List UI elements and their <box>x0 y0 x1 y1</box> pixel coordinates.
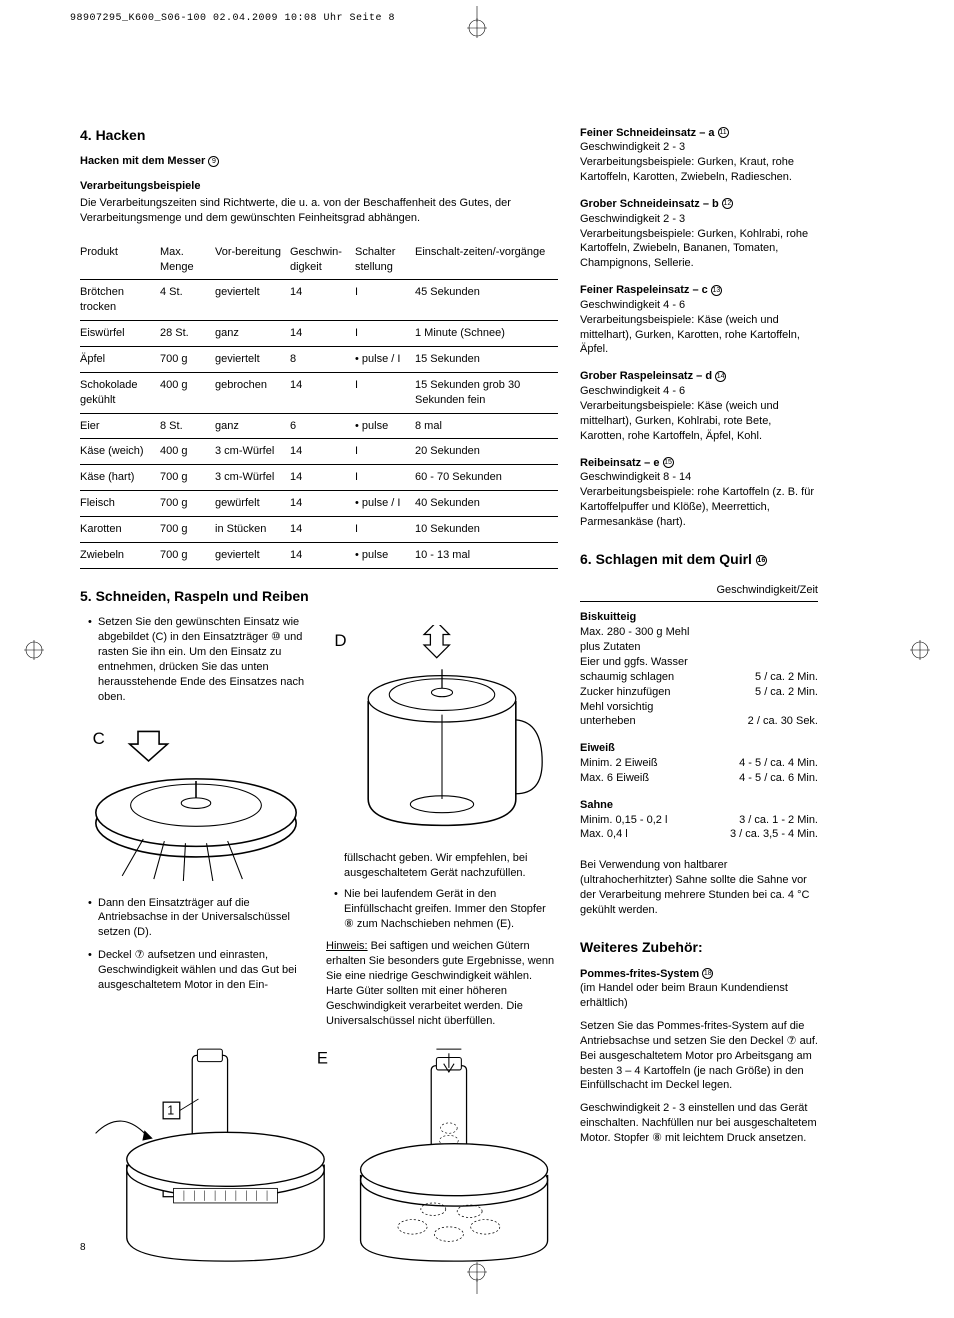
s5-b2: Dann den Einsatzträger auf die Antriebsa… <box>88 896 312 941</box>
illustration-d: D <box>326 625 558 836</box>
crop-mark-bottom <box>457 1254 497 1294</box>
sahne-block: Sahne Minim. 0,15 - 0,2 l3 / ca. 1 - 2 M… <box>580 798 818 843</box>
attachment-block: Feiner Raspeleinsatz – c 13Geschwindigke… <box>580 283 818 357</box>
svg-text:1: 1 <box>167 1103 174 1117</box>
spec-row: Minim. 2 Eiweiß4 - 5 / ca. 4 Min. <box>580 756 818 771</box>
s4-sub1: Hacken mit dem Messer <box>80 155 205 167</box>
spec-row: Minim. 0,15 - 0,2 l3 / ca. 1 - 2 Min. <box>580 813 818 828</box>
ref-icon: 15 <box>663 457 674 468</box>
svg-text:D: D <box>334 632 346 651</box>
ref-icon: 13 <box>711 285 722 296</box>
th-0: Produkt <box>80 240 160 280</box>
ref-pf-icon: 18 <box>702 968 713 979</box>
th-2: Vor-bereitung <box>215 240 290 280</box>
attachment-block: Feiner Schneideinsatz – a 11Geschwindigk… <box>580 126 818 185</box>
s5-b1: Setzen Sie den gewünschten Einsatz wie a… <box>88 615 312 704</box>
crop-mark-top <box>457 6 497 46</box>
spec-row: Zucker hinzufügen5 / ca. 2 Min. <box>580 685 818 700</box>
pf-title: Pommes-frites-System 18(im Handel oder b… <box>580 967 818 1012</box>
th-5: Einschalt-zeiten/-vorgänge <box>415 240 558 280</box>
spec-row: Max. 6 Eiweiß4 - 5 / ca. 6 Min. <box>580 771 818 786</box>
table-row: Eiswürfel28 St.ganz14I1 Minute (Schnee) <box>80 321 558 347</box>
illustration-e: E 1 2 <box>80 1045 558 1263</box>
section6-title: 6. Schlagen mit dem Quirl 16 <box>580 550 818 569</box>
s5-hinweis: Hinweis: Bei saftigen und weichen Gütern… <box>326 939 558 1028</box>
table-row: Zwiebeln700 ggeviertelt14• pulse10 - 13 … <box>80 542 558 568</box>
ref-knife-icon: 9 <box>208 156 219 167</box>
th-3: Geschwin-digkeit <box>290 240 355 280</box>
attachment-block: Grober Raspeleinsatz – d 14Geschwindigke… <box>580 369 818 443</box>
pf-p2: Geschwindigkeit 2 - 3 einstellen und das… <box>580 1101 818 1146</box>
s6-note: Bei Verwendung von haltbarer (ultrahoche… <box>580 858 818 917</box>
s6-header-right: Geschwindigkeit/Zeit <box>580 579 818 603</box>
table-row: Äpfel700 ggeviertelt8• pulse / I15 Sekun… <box>80 346 558 372</box>
page-number: 8 <box>80 1241 86 1255</box>
pf-p1: Setzen Sie das Pommes-frites-System auf … <box>580 1019 818 1093</box>
spec-row: schaumig schlagen5 / ca. 2 Min. <box>580 670 818 685</box>
th-1: Max. Menge <box>160 240 215 280</box>
svg-text:E: E <box>317 1048 328 1067</box>
ref-icon: 11 <box>718 127 729 138</box>
ref-whisk-icon: 16 <box>756 555 767 566</box>
s5-b4: Nie bei laufendem Gerät in den Einfüllsc… <box>334 887 558 932</box>
attachment-block: Reibeinsatz – e 15Geschwindigkeit 8 - 14… <box>580 456 818 530</box>
spec-row: unterheben2 / ca. 30 Sek. <box>580 714 818 729</box>
ref-icon: 12 <box>722 198 733 209</box>
attachment-block: Grober Schneideinsatz – b 12Geschwindigk… <box>580 197 818 271</box>
th-4: Schalter stellung <box>355 240 415 280</box>
crop-mark-left <box>10 630 50 670</box>
illustration-c: C <box>80 723 312 881</box>
table-row: Schokolade gekühlt400 ggebrochen14I15 Se… <box>80 372 558 413</box>
crop-mark-right <box>904 630 944 670</box>
svg-text:C: C <box>93 729 105 748</box>
processing-table: Produkt Max. Menge Vor-bereitung Geschwi… <box>80 240 558 569</box>
table-row: Käse (hart)700 g3 cm-Würfel14I60 - 70 Se… <box>80 465 558 491</box>
s4-sub2: Verarbeitungsbeispiele <box>80 179 558 194</box>
eiweiss-block: Eiweiß Minim. 2 Eiweiß4 - 5 / ca. 4 Min.… <box>580 741 818 786</box>
table-row: Fleisch700 ggewürfelt14• pulse / I40 Sek… <box>80 491 558 517</box>
s5-b3: Deckel ⑦ aufsetzen und einrasten, Geschw… <box>88 948 312 993</box>
zubehor-title: Weiteres Zubehör: <box>580 938 818 957</box>
table-row: Eier8 St.ganz6• pulse8 mal <box>80 413 558 439</box>
section4-title: 4. Hacken <box>80 126 558 145</box>
spec-row: Mehl vorsichtig <box>580 700 818 715</box>
table-row: Karotten700 gin Stücken14I10 Sekunden <box>80 516 558 542</box>
table-row: Käse (weich)400 g3 cm-Würfel14I20 Sekund… <box>80 439 558 465</box>
s5-col2a: füllschacht geben. Wir empfehlen, bei au… <box>326 851 558 881</box>
spec-row: Max. 0,4 l3 / ca. 3,5 - 4 Min. <box>580 827 818 842</box>
s4-intro: Die Verarbeitungszeiten sind Richtwerte,… <box>80 196 558 226</box>
biskuit-block: Biskuitteig Max. 280 - 300 g Mehl plus Z… <box>580 610 818 729</box>
table-row: Brötchen trocken4 St.geviertelt14I45 Sek… <box>80 280 558 321</box>
ref-icon: 14 <box>715 371 726 382</box>
section5-title: 5. Schneiden, Raspeln und Reiben <box>80 587 558 606</box>
